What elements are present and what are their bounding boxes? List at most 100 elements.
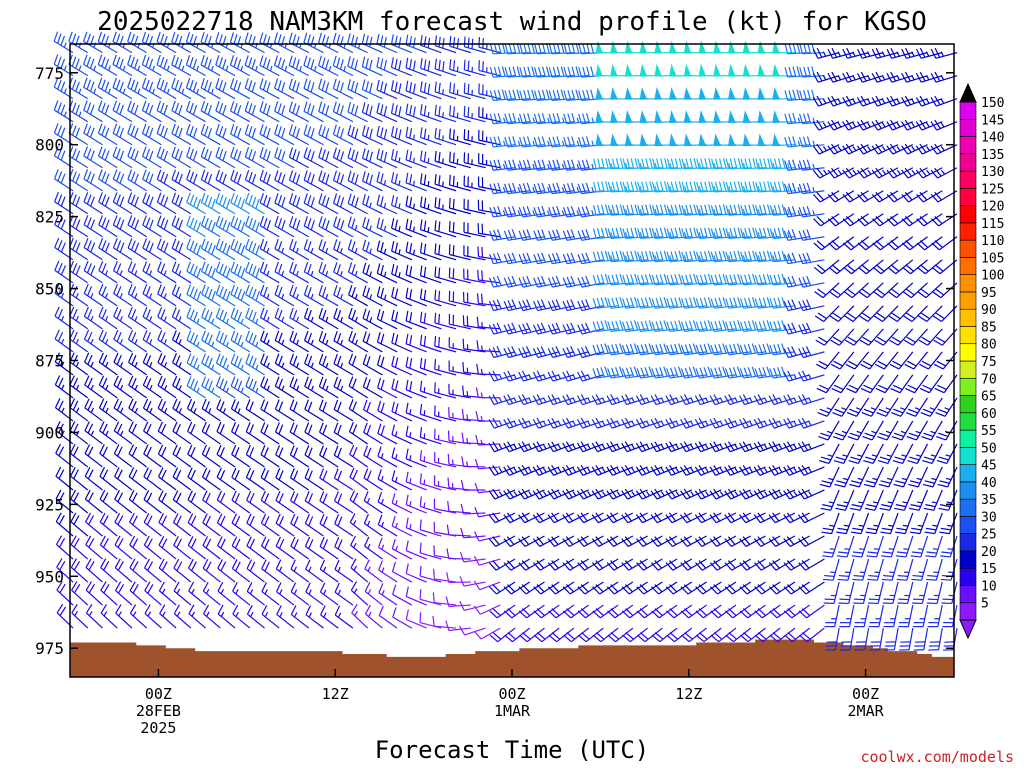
wind-barb bbox=[347, 124, 368, 146]
wind-barb bbox=[172, 352, 192, 376]
wind-barb bbox=[158, 535, 177, 560]
wind-barb bbox=[821, 512, 840, 535]
wind-barb bbox=[547, 465, 575, 476]
x-tick-label: 28FEB bbox=[136, 702, 181, 720]
wind-barb bbox=[259, 307, 280, 330]
wind-barb bbox=[637, 204, 663, 216]
colorbar-label: 35 bbox=[981, 493, 997, 508]
wind-barb bbox=[303, 330, 324, 353]
wind-barb bbox=[333, 399, 354, 422]
wind-barb bbox=[889, 328, 914, 346]
wind-barb bbox=[637, 227, 663, 239]
wind-barb bbox=[892, 443, 914, 465]
wind-barb bbox=[876, 397, 899, 417]
wind-barb bbox=[304, 468, 324, 491]
wind-barb bbox=[709, 417, 737, 429]
wind-barb bbox=[844, 328, 870, 346]
wind-barb bbox=[142, 284, 162, 307]
wind-barb bbox=[905, 397, 929, 417]
wind-barb bbox=[186, 307, 206, 330]
wind-barb bbox=[828, 236, 855, 251]
wind-barb bbox=[738, 441, 766, 453]
wind-barb bbox=[517, 417, 545, 429]
wind-barb bbox=[577, 604, 604, 619]
wind-barb bbox=[769, 366, 796, 379]
wind-barb bbox=[461, 456, 486, 468]
wind-barb bbox=[186, 146, 206, 169]
wind-barb bbox=[846, 374, 870, 394]
wind-barb bbox=[129, 535, 148, 560]
wind-barb bbox=[100, 558, 118, 583]
wind-barb bbox=[831, 374, 855, 394]
wind-barb bbox=[318, 124, 339, 146]
wind-barb bbox=[363, 513, 383, 537]
wind-barb bbox=[462, 291, 486, 307]
wind-barb bbox=[592, 627, 619, 643]
wind-barb bbox=[246, 490, 265, 514]
wind-barb bbox=[362, 194, 383, 215]
wind-barb bbox=[532, 417, 560, 429]
wind-barb bbox=[842, 119, 869, 131]
wind-barb bbox=[912, 581, 929, 605]
wind-barb bbox=[887, 236, 914, 251]
wind-barb bbox=[562, 394, 589, 406]
wind-barb bbox=[259, 101, 280, 123]
wind-barb bbox=[901, 119, 928, 131]
wind-barb bbox=[939, 512, 958, 535]
wind-barb bbox=[157, 421, 177, 445]
wind-barb bbox=[434, 127, 457, 146]
wind-barb bbox=[896, 558, 914, 581]
wind-barb bbox=[694, 465, 722, 476]
wind-barb bbox=[476, 363, 501, 376]
wind-barb bbox=[85, 558, 103, 583]
wind-barb bbox=[419, 104, 442, 123]
wind-barb bbox=[548, 604, 575, 619]
wind-barb bbox=[202, 536, 221, 560]
wind-barb bbox=[665, 488, 693, 500]
wind-barb bbox=[915, 47, 943, 59]
wind-barb bbox=[54, 237, 74, 261]
wind-barb bbox=[289, 330, 310, 353]
wind-barb bbox=[816, 351, 840, 370]
wind-barb bbox=[362, 171, 383, 192]
wind-barb bbox=[113, 352, 133, 376]
wind-barb bbox=[635, 512, 663, 524]
wind-barb bbox=[606, 488, 634, 500]
wind-barb bbox=[112, 100, 133, 123]
wind-barb bbox=[532, 322, 560, 335]
wind-barb bbox=[622, 158, 648, 170]
wind-barb bbox=[434, 35, 457, 54]
wind-barb bbox=[576, 465, 604, 476]
wind-barb bbox=[474, 627, 501, 640]
wind-barb bbox=[215, 78, 236, 100]
wind-barb bbox=[100, 604, 118, 629]
wind-barb bbox=[814, 305, 840, 322]
wind-barb bbox=[448, 290, 471, 307]
wind-barb bbox=[230, 146, 251, 169]
wind-barb bbox=[362, 239, 383, 261]
wind-barb bbox=[812, 143, 840, 155]
wind-barb bbox=[69, 444, 89, 468]
wind-barb bbox=[859, 328, 884, 346]
wind-barb bbox=[304, 536, 324, 560]
wind-barb bbox=[783, 346, 810, 359]
wind-barb bbox=[186, 169, 206, 192]
wind-barb bbox=[275, 582, 295, 606]
wind-barb bbox=[738, 417, 766, 429]
wind-barb bbox=[144, 581, 162, 606]
wind-barb bbox=[83, 215, 103, 238]
wind-barb bbox=[886, 167, 914, 179]
wind-barb bbox=[473, 555, 501, 566]
wind-barb bbox=[159, 604, 177, 629]
wind-barb bbox=[463, 245, 486, 261]
wind-barb bbox=[739, 604, 766, 619]
wind-barb bbox=[275, 422, 295, 445]
wind-barb bbox=[376, 102, 398, 123]
wind-barb bbox=[245, 330, 265, 353]
wind-barb bbox=[709, 512, 737, 524]
wind-barb bbox=[156, 54, 177, 77]
wind-barb bbox=[333, 445, 354, 468]
wind-barb bbox=[230, 238, 251, 261]
wind-barb bbox=[378, 560, 398, 583]
wind-barb bbox=[532, 394, 560, 406]
